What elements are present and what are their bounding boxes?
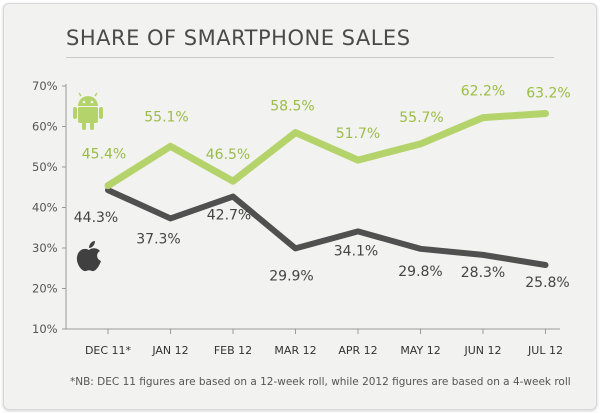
chart-title: SHARE OF SMARTPHONE SALES xyxy=(66,26,411,50)
footnote: *NB: DEC 11 figures are based on a 12-we… xyxy=(70,376,571,388)
x-tick-label: APR 12 xyxy=(338,344,377,357)
y-tick-label: 20% xyxy=(32,282,58,296)
apple-data-label: 37.3% xyxy=(136,231,180,247)
android-data-label: 58.5% xyxy=(270,99,314,115)
chart-card: SHARE OF SMARTPHONE SALES 10% 20% 30% 40% 50… xyxy=(3,3,597,410)
android-data-label: 46.5% xyxy=(206,147,250,163)
data-labels: 45.4% 55.1% 46.5% 58.5% 51.7% 55.7% 62.2% 63.2%… xyxy=(74,84,571,291)
x-tick-label: MAR 12 xyxy=(274,344,316,357)
android-data-label: 55.7% xyxy=(399,110,443,126)
android-data-label: 45.4% xyxy=(82,147,126,163)
series-lines xyxy=(104,110,549,269)
x-tick-label: JUN 12 xyxy=(463,344,501,357)
axes: 10% 20% 30% 40% 50% 60% 70% DEC 11* JAN 12 FEB 12… xyxy=(32,79,563,357)
apple-data-label: 44.3% xyxy=(74,210,118,226)
android-data-label: 51.7% xyxy=(336,126,380,142)
y-tick-label: 10% xyxy=(32,322,58,336)
line-chart: 10% 20% 30% 40% 50% 60% 70% DEC 11* JAN 12 FEB 12… xyxy=(32,79,571,357)
y-tick-label: 40% xyxy=(32,201,58,215)
apple-data-label: 29.9% xyxy=(269,268,313,284)
android-series-line xyxy=(104,110,549,190)
title-divider xyxy=(66,57,554,58)
x-tick-label: FEB 12 xyxy=(214,344,252,357)
android-icon xyxy=(73,92,103,130)
apple-data-label: 42.7% xyxy=(207,208,251,224)
x-tick-label: JAN 12 xyxy=(151,344,188,357)
y-tick-label: 60% xyxy=(32,120,58,134)
android-data-label: 55.1% xyxy=(144,109,188,125)
x-tick-label: DEC 11* xyxy=(85,344,132,357)
android-data-label: 62.2% xyxy=(461,84,505,100)
y-tick-label: 30% xyxy=(32,241,58,255)
apple-data-label: 25.8% xyxy=(525,275,569,291)
apple-data-label: 34.1% xyxy=(334,243,378,259)
apple-icon xyxy=(76,241,101,272)
x-tick-label: JUL 12 xyxy=(527,344,563,357)
x-tick-label: MAY 12 xyxy=(400,344,440,357)
y-tick-label: 50% xyxy=(32,160,58,174)
apple-data-label: 29.8% xyxy=(398,264,442,280)
legend-icons xyxy=(73,92,103,272)
apple-series-line xyxy=(105,187,549,269)
android-data-label: 63.2% xyxy=(526,86,570,102)
apple-data-label: 28.3% xyxy=(461,265,505,281)
y-tick-label: 70% xyxy=(32,79,58,93)
